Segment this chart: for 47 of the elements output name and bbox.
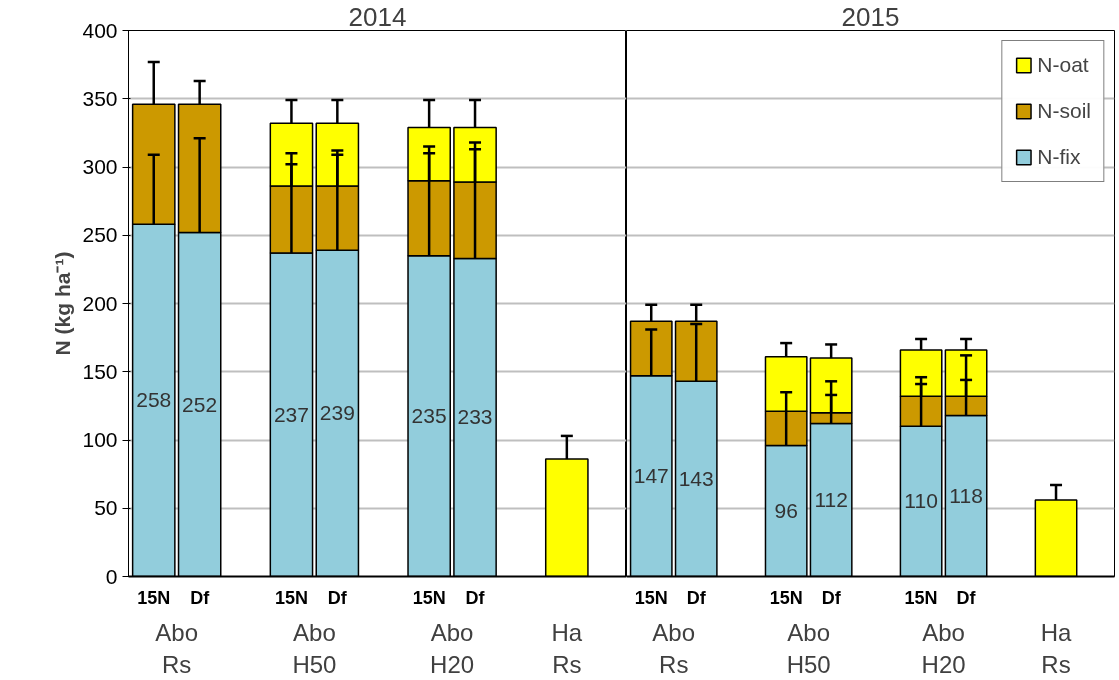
y-axis-title: N (kg ha⁻¹) <box>51 251 75 356</box>
data-label: 118 <box>949 483 983 507</box>
data-label: 96 <box>774 498 798 522</box>
legend-label: N-oat <box>1037 53 1089 77</box>
x-tick-label: 15N <box>634 587 668 608</box>
x-tick-label: Df <box>327 587 348 608</box>
text: Abo Rs <box>652 618 696 678</box>
data-label: 233 <box>457 405 493 429</box>
y-tick-label: 250 <box>82 223 118 247</box>
text: Abo H50 <box>786 618 831 678</box>
x-tick-label: Df <box>465 587 486 608</box>
x-tick-label: Df <box>686 587 707 608</box>
data-label: 112 <box>814 488 848 512</box>
x-tick-label: 15N <box>137 587 171 608</box>
text: Abo H20 <box>921 618 966 678</box>
data-label: 110 <box>904 489 938 513</box>
text: Abo H20 <box>430 618 475 678</box>
y-tick-label: 200 <box>82 291 118 315</box>
x-tick-label: 15N <box>412 587 446 608</box>
x-tick-label: Df <box>956 587 977 608</box>
data-label: 143 <box>678 466 714 490</box>
data-label: 258 <box>136 388 172 412</box>
chart-title: 2015 <box>841 1 900 32</box>
data-label: 252 <box>182 392 218 416</box>
x-tick-label: 15N <box>769 587 803 608</box>
text: Ha Rs <box>1040 618 1073 678</box>
y-tick-label: 300 <box>82 155 118 178</box>
legend-label: N-fix <box>1037 145 1081 169</box>
data-label: 239 <box>319 401 355 425</box>
y-tick-label: 350 <box>82 86 118 110</box>
y-tick-label: 50 <box>94 496 118 520</box>
y-tick-label: 400 <box>82 18 118 42</box>
text: Abo H50 <box>292 618 337 678</box>
text: Ha Rs <box>551 618 583 678</box>
chart-title: 2014 <box>348 1 407 32</box>
text: Abo Rs <box>155 618 199 678</box>
y-tick-label: 150 <box>82 359 118 383</box>
data-label: 237 <box>273 402 309 426</box>
legend-label: N-soil <box>1037 99 1091 123</box>
data-label: 147 <box>633 464 669 488</box>
x-tick-label: Df <box>190 587 211 608</box>
x-tick-label: 15N <box>274 587 308 608</box>
data-label: 235 <box>411 404 447 428</box>
x-tick-label: Df <box>821 587 842 608</box>
y-tick-label: 100 <box>82 428 118 451</box>
y-tick-label: 0 <box>105 564 118 588</box>
x-tick-label: 15N <box>904 587 938 608</box>
